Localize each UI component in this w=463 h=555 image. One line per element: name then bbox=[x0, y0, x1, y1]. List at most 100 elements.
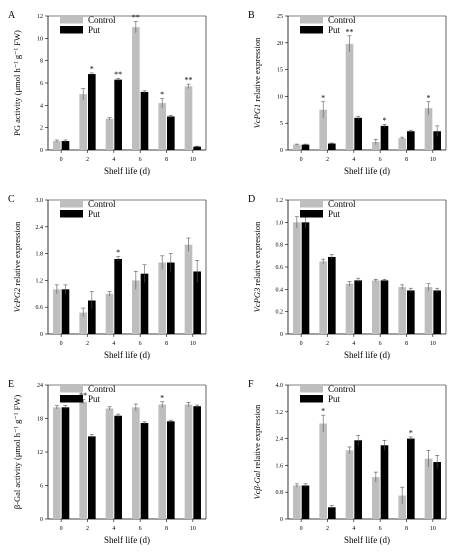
bar-control-day-4 bbox=[345, 43, 354, 150]
x-tick-label: 2 bbox=[326, 526, 329, 532]
significance-mark: ** bbox=[185, 76, 193, 85]
legend-swatch-put bbox=[60, 395, 83, 403]
x-tick-label: 2 bbox=[326, 341, 329, 347]
y-tick-label: 0.2 bbox=[276, 310, 284, 316]
legend-swatch-control bbox=[60, 200, 83, 208]
y-tick-label: 24 bbox=[37, 383, 43, 389]
bar-control-day-0 bbox=[293, 144, 301, 150]
x-tick-label: 8 bbox=[405, 341, 408, 347]
bar-put-day-6 bbox=[140, 273, 149, 334]
x-tick-label: 8 bbox=[405, 526, 408, 532]
x-tick-label: 0 bbox=[60, 341, 63, 347]
y-axis-title: VcPG1 relative expression bbox=[252, 37, 262, 128]
legend-label-control: Control bbox=[88, 199, 116, 209]
x-tick-label: 10 bbox=[190, 157, 196, 163]
x-tick-label: 0 bbox=[300, 157, 303, 163]
legend-label-control: Control bbox=[88, 15, 116, 25]
bar-control-day-2 bbox=[79, 312, 87, 334]
x-axis-title: Shelf life (d) bbox=[344, 535, 390, 545]
bar-control-day-6 bbox=[132, 27, 140, 151]
legend-swatch-control bbox=[60, 385, 83, 393]
y-tick-label: 12 bbox=[37, 14, 43, 20]
significance-mark: * bbox=[409, 428, 413, 437]
y-tick-label: 6 bbox=[40, 81, 43, 87]
bar-control-day-10 bbox=[424, 458, 433, 519]
panel-label: B bbox=[248, 10, 255, 21]
legend-swatch-put bbox=[60, 210, 83, 218]
bar-control-day-4 bbox=[105, 408, 114, 519]
bar-put-day-10 bbox=[433, 462, 441, 519]
bar-control-day-6 bbox=[132, 407, 140, 519]
bar-put-day-4 bbox=[354, 117, 362, 150]
y-tick-label: 4.0 bbox=[276, 383, 284, 389]
bar-control-day-10 bbox=[184, 404, 193, 519]
legend-label-control: Control bbox=[328, 199, 356, 209]
bar-control-day-4 bbox=[105, 293, 114, 334]
x-tick-label: 8 bbox=[165, 341, 168, 347]
y-tick-label: 10 bbox=[277, 94, 283, 100]
x-tick-label: 4 bbox=[112, 341, 115, 347]
bar-control-day-10 bbox=[424, 108, 433, 150]
significance-mark: * bbox=[382, 116, 386, 125]
x-axis-title: Shelf life (d) bbox=[104, 535, 150, 545]
x-axis-title: Shelf life (d) bbox=[344, 166, 390, 176]
panel-label: E bbox=[8, 379, 14, 390]
panel-label: A bbox=[8, 10, 16, 21]
x-tick-label: 6 bbox=[379, 526, 382, 532]
y-tick-label: 2 bbox=[40, 126, 43, 132]
y-tick-label: 10 bbox=[37, 36, 43, 42]
y-tick-label: 0 bbox=[40, 332, 43, 338]
bar-put-day-4 bbox=[354, 440, 362, 519]
y-tick-label: 0 bbox=[280, 148, 283, 154]
x-tick-label: 6 bbox=[379, 157, 382, 163]
bar-control-day-0 bbox=[53, 407, 61, 519]
significance-mark: * bbox=[90, 64, 94, 73]
y-tick-label: 0.6 bbox=[36, 305, 44, 311]
legend-label-put: Put bbox=[328, 25, 341, 35]
bar-put-day-8 bbox=[167, 262, 175, 334]
y-tick-label: 0.8 bbox=[276, 490, 284, 496]
y-tick-label: 1.0 bbox=[276, 220, 284, 226]
significance-mark: ** bbox=[132, 13, 140, 22]
bar-put-day-0 bbox=[61, 407, 70, 519]
x-tick-label: 4 bbox=[112, 157, 115, 163]
bar-put-day-6 bbox=[140, 422, 149, 519]
x-tick-label: 10 bbox=[430, 526, 436, 532]
y-tick-label: 1.6 bbox=[276, 463, 284, 469]
legend-label-put: Put bbox=[328, 394, 341, 404]
significance-mark: * bbox=[160, 393, 164, 402]
significance-mark: * bbox=[321, 93, 325, 102]
x-tick-label: 4 bbox=[352, 341, 355, 347]
legend-swatch-control bbox=[300, 385, 323, 393]
bar-put-day-2 bbox=[88, 74, 96, 150]
x-tick-label: 0 bbox=[300, 526, 303, 532]
panel-label: C bbox=[8, 194, 15, 205]
bar-put-day-8 bbox=[407, 131, 415, 150]
y-axis-title: VcPG3 relative expression bbox=[252, 221, 262, 312]
x-tick-label: 4 bbox=[352, 157, 355, 163]
x-axis-title: Shelf life (d) bbox=[104, 166, 150, 176]
y-tick-label: 1.2 bbox=[36, 278, 44, 284]
bar-put-day-8 bbox=[167, 421, 175, 519]
bar-control-day-0 bbox=[53, 141, 61, 150]
bar-control-day-0 bbox=[293, 222, 301, 334]
x-tick-label: 0 bbox=[60, 526, 63, 532]
y-axis-title: β-Gal activity (μmol h⁻¹ g⁻¹ FW) bbox=[12, 395, 22, 509]
x-tick-label: 4 bbox=[352, 526, 355, 532]
bar-put-day-6 bbox=[380, 125, 389, 150]
bar-put-day-4 bbox=[114, 415, 122, 519]
y-tick-label: 8 bbox=[40, 59, 43, 65]
bar-put-day-2 bbox=[88, 300, 96, 334]
y-tick-label: 5 bbox=[280, 121, 283, 127]
x-tick-label: 4 bbox=[112, 526, 115, 532]
x-tick-label: 2 bbox=[86, 157, 89, 163]
y-tick-label: 1.8 bbox=[36, 252, 44, 258]
y-tick-label: 4 bbox=[40, 103, 43, 109]
y-tick-label: 3.0 bbox=[36, 198, 44, 204]
y-tick-label: 15 bbox=[277, 68, 283, 74]
significance-mark: ** bbox=[346, 27, 354, 36]
